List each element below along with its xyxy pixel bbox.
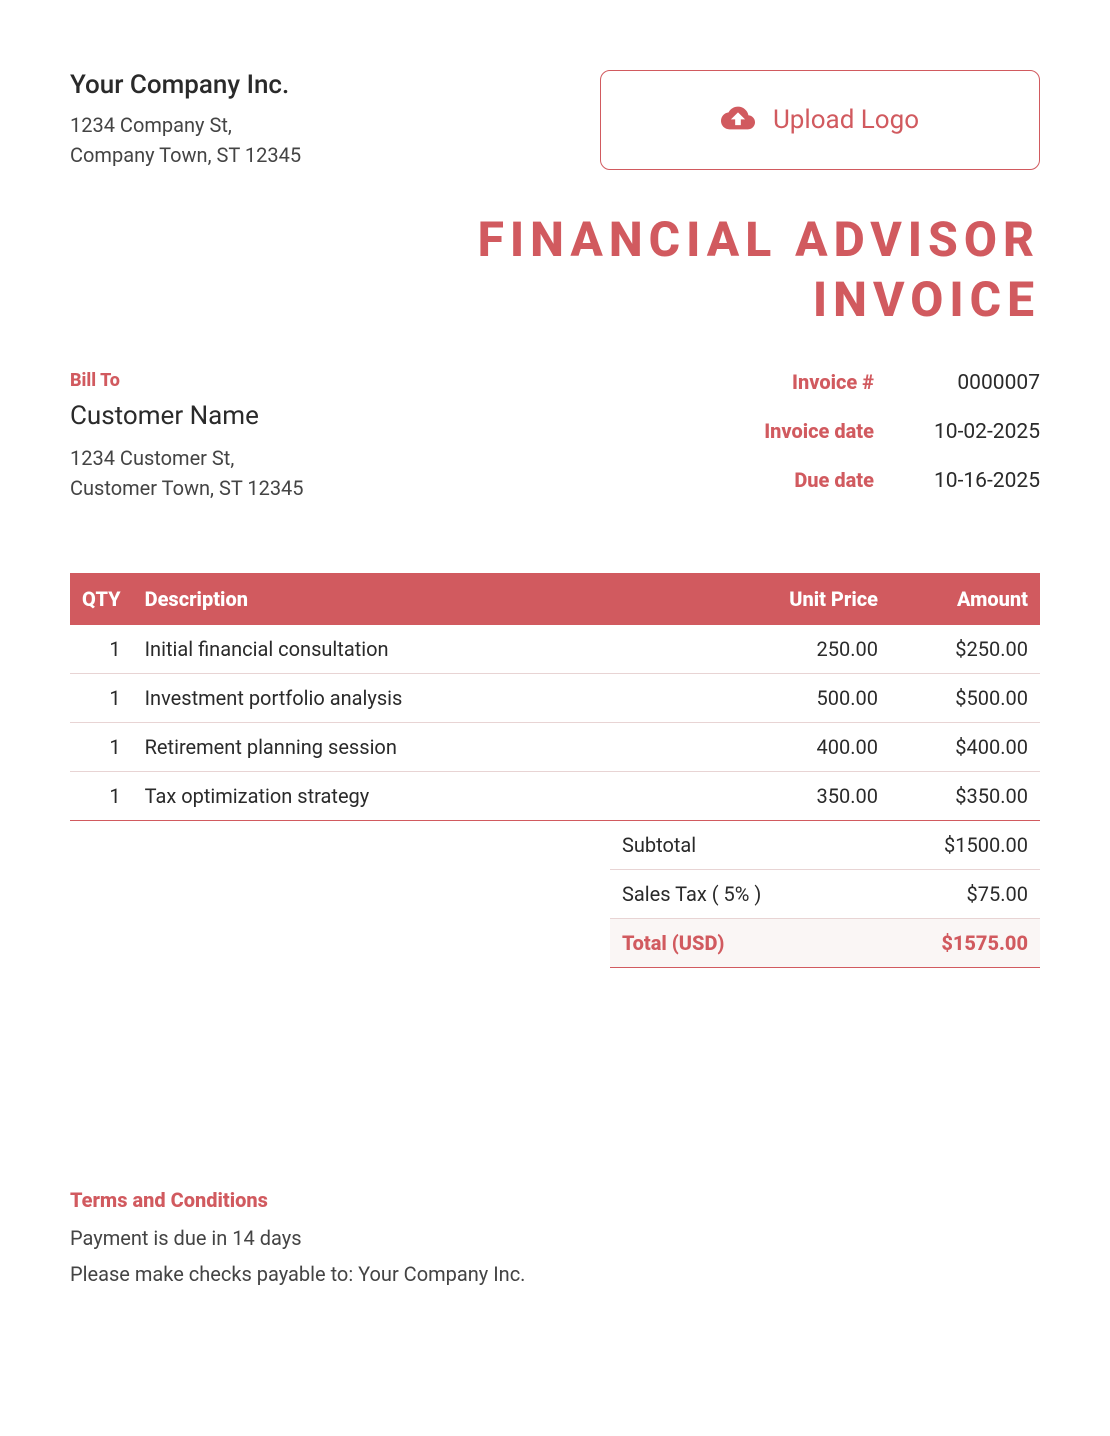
invoice-title: FINANCIAL ADVISOR INVOICE	[70, 210, 1040, 330]
title-line1: FINANCIAL ADVISOR	[70, 210, 1040, 270]
customer-address: 1234 Customer St, Customer Town, ST 1234…	[70, 443, 764, 503]
company-address: 1234 Company St, Company Town, ST 12345	[70, 110, 600, 170]
invoice-date: 10-02-2025	[934, 420, 1040, 444]
header: Your Company Inc. 1234 Company St, Compa…	[70, 70, 1040, 170]
col-amount: Amount	[890, 573, 1040, 625]
cloud-upload-icon	[721, 101, 755, 139]
col-description: Description	[133, 573, 730, 625]
cell-description: Initial financial consultation	[133, 625, 730, 674]
company-address-line2: Company Town, ST 12345	[70, 140, 600, 170]
cell-qty: 1	[70, 723, 133, 772]
upload-logo-label: Upload Logo	[773, 105, 919, 135]
grand-total-row: Total (USD) $1575.00	[610, 919, 1040, 968]
cell-amount: $500.00	[890, 674, 1040, 723]
totals-block: Subtotal $1500.00 Sales Tax ( 5% ) $75.0…	[610, 821, 1040, 968]
cell-unit-price: 500.00	[730, 674, 890, 723]
grand-total-value: $1575.00	[941, 931, 1028, 955]
due-date: 10-16-2025	[934, 469, 1040, 493]
cell-unit-price: 250.00	[730, 625, 890, 674]
table-body: 1 Initial financial consultation 250.00 …	[70, 625, 1040, 821]
cell-description: Retirement planning session	[133, 723, 730, 772]
invoice-date-label: Invoice date	[764, 419, 874, 443]
table-row: 1 Retirement planning session 400.00 $40…	[70, 723, 1040, 772]
cell-amount: $250.00	[890, 625, 1040, 674]
subtotal-value: $1500.00	[944, 833, 1028, 857]
company-name: Your Company Inc.	[70, 70, 600, 100]
subtotal-row: Subtotal $1500.00	[610, 821, 1040, 870]
cell-description: Tax optimization strategy	[133, 772, 730, 821]
cell-amount: $350.00	[890, 772, 1040, 821]
upload-logo-button[interactable]: Upload Logo	[600, 70, 1040, 170]
cell-unit-price: 400.00	[730, 723, 890, 772]
bill-to-block: Bill To Customer Name 1234 Customer St, …	[70, 370, 764, 503]
terms-block: Terms and Conditions Payment is due in 1…	[70, 1188, 1040, 1286]
company-block: Your Company Inc. 1234 Company St, Compa…	[70, 70, 600, 170]
terms-title: Terms and Conditions	[70, 1188, 1040, 1212]
invoice-number-label: Invoice #	[764, 370, 874, 394]
invoice-number: 0000007	[934, 371, 1040, 395]
terms-line2: Please make checks payable to: Your Comp…	[70, 1262, 1040, 1286]
customer-address-line1: 1234 Customer St,	[70, 443, 764, 473]
terms-line1: Payment is due in 14 days	[70, 1226, 1040, 1250]
col-qty: QTY	[70, 573, 133, 625]
line-items-table: QTY Description Unit Price Amount 1 Init…	[70, 573, 1040, 821]
tax-row: Sales Tax ( 5% ) $75.00	[610, 870, 1040, 919]
customer-address-line2: Customer Town, ST 12345	[70, 473, 764, 503]
cell-qty: 1	[70, 772, 133, 821]
cell-qty: 1	[70, 625, 133, 674]
invoice-meta: Invoice # 0000007 Invoice date 10-02-202…	[764, 370, 1040, 503]
cell-amount: $400.00	[890, 723, 1040, 772]
table-row: 1 Investment portfolio analysis 500.00 $…	[70, 674, 1040, 723]
subtotal-label: Subtotal	[622, 833, 696, 857]
table-header-row: QTY Description Unit Price Amount	[70, 573, 1040, 625]
table-row: 1 Initial financial consultation 250.00 …	[70, 625, 1040, 674]
cell-unit-price: 350.00	[730, 772, 890, 821]
tax-label: Sales Tax ( 5% )	[622, 882, 761, 906]
table-row: 1 Tax optimization strategy 350.00 $350.…	[70, 772, 1040, 821]
cell-description: Investment portfolio analysis	[133, 674, 730, 723]
meta-row: Bill To Customer Name 1234 Customer St, …	[70, 370, 1040, 503]
cell-qty: 1	[70, 674, 133, 723]
due-date-label: Due date	[764, 468, 874, 492]
grand-total-label: Total (USD)	[622, 931, 724, 955]
tax-value: $75.00	[967, 882, 1028, 906]
title-line2: INVOICE	[70, 270, 1040, 330]
company-address-line1: 1234 Company St,	[70, 110, 600, 140]
customer-name: Customer Name	[70, 401, 764, 431]
bill-to-label: Bill To	[70, 370, 764, 391]
col-unit-price: Unit Price	[730, 573, 890, 625]
